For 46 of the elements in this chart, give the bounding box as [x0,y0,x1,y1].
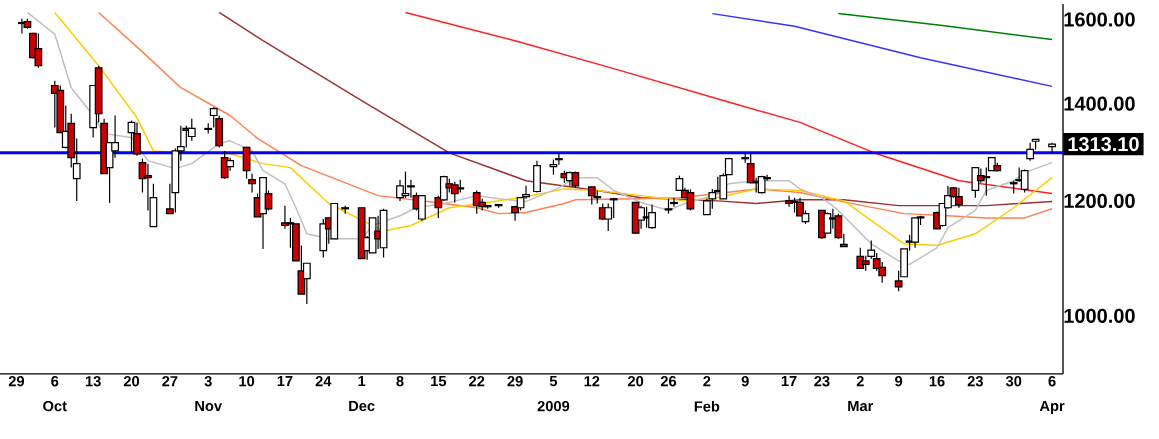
x-tick-label: 2 [703,376,711,387]
x-tick-label: 23 [967,376,983,387]
y-tick-label: 1000.00 [1064,308,1135,323]
x-tick-label: 27 [162,376,178,387]
x-tick-label: 13 [85,376,101,387]
y-tick-label: 1400.00 [1064,96,1135,111]
text: Feb [694,400,720,412]
y-tick-label: 1200.00 [1064,193,1135,208]
x-tick-label: 1 [358,376,366,387]
x-tick-label: 17 [277,376,293,387]
x-tick-label: 5 [549,376,558,387]
text: Mar [848,400,874,412]
x-tick-label: 3 [204,376,212,387]
text: Oct [43,400,67,412]
x-tick-label: 15 [431,376,447,387]
x-tick-label: 9 [741,376,749,387]
x-tick-label: 17 [781,376,797,387]
x-tick-label: 16 [929,376,945,387]
text: Nov [195,400,223,412]
x-tick-label: 6 [51,376,59,387]
line-series [404,11,1053,195]
x-tick-label: 29 [8,376,25,387]
x-tick-label: 26 [660,376,677,387]
text: 2009 [537,400,570,412]
x-tick-label: 2 [856,376,864,387]
candlestick [248,173,256,194]
x-tick-label: 20 [123,376,140,387]
line-series [97,11,1053,219]
text: Dec [349,400,375,412]
x-tick-label: 22 [469,376,485,387]
text: Apr [1039,400,1065,415]
candlestick [242,145,251,180]
x-tick-label: 10 [239,376,255,387]
x-tick-label: 12 [584,376,600,387]
y-tick-label: 1313.10 [1068,136,1139,152]
x-tick-label: 30 [1005,376,1022,387]
x-tick-label: 8 [396,376,404,387]
x-tick-label: 9 [895,376,903,387]
x-tick-label: 6 [1048,376,1056,387]
candlestick [1048,142,1056,154]
x-tick-label: 24 [315,376,332,387]
x-tick-label: 29 [507,376,523,387]
line-series [711,12,1053,88]
x-tick-label: 23 [814,376,830,387]
x-tick-label: 20 [627,376,644,387]
y-tick-label: 1600.00 [1064,12,1135,27]
